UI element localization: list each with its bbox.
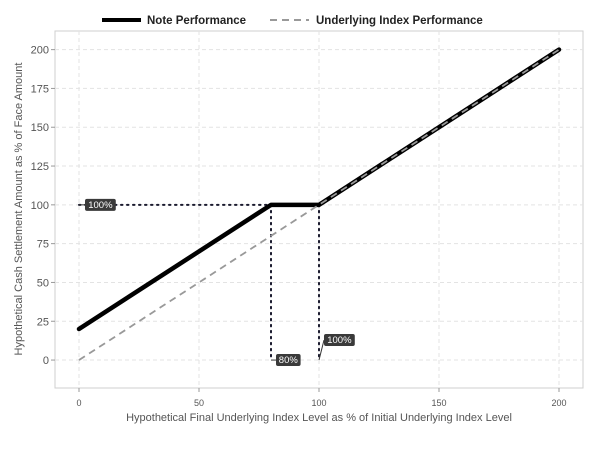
grid bbox=[55, 31, 583, 388]
y-tick-label-0: 0 bbox=[43, 355, 49, 367]
x-axis-title: Hypothetical Final Underlying Index Leve… bbox=[126, 412, 512, 424]
annotation-box-1 bbox=[276, 354, 301, 367]
y-tick-label-175: 175 bbox=[31, 83, 49, 95]
legend-label-underlying-index-performance: Underlying Index Performance bbox=[316, 15, 483, 27]
x-tick-label-200: 200 bbox=[551, 398, 566, 408]
x-tick-label-100: 100 bbox=[311, 398, 326, 408]
legend: Note Performance Underlying Index Perfor… bbox=[102, 15, 483, 27]
annotation-label-0: 100% bbox=[88, 200, 113, 211]
annotation-label-1: 80% bbox=[279, 355, 299, 366]
annotation-box-0 bbox=[85, 198, 116, 211]
y-axis-title: Hypothetical Cash Settlement Amount as %… bbox=[13, 63, 25, 356]
series-layer bbox=[76, 47, 562, 361]
y-tick-label-50: 50 bbox=[37, 277, 49, 289]
y-tick-label-75: 75 bbox=[37, 239, 49, 251]
x-tick-label-0: 0 bbox=[76, 398, 81, 408]
x-tick-label-150: 150 bbox=[431, 398, 446, 408]
series-line-note-performance bbox=[76, 47, 562, 332]
y-tick-label-125: 125 bbox=[31, 161, 49, 173]
annotation-box-2 bbox=[324, 334, 355, 347]
y-tick-label-200: 200 bbox=[31, 45, 49, 57]
y-tick-label-100: 100 bbox=[31, 200, 49, 212]
y-tick-label-150: 150 bbox=[31, 122, 49, 134]
annotations: 100% 80% 100% bbox=[79, 198, 355, 367]
axes: 0 25 50 75 100 125 150 175 200 0 50 100 150 200 bbox=[31, 45, 567, 408]
annotation-leader-2 bbox=[318, 339, 325, 361]
annotation-label-2: 100% bbox=[327, 335, 352, 346]
y-tick-label-25: 25 bbox=[37, 316, 49, 328]
x-tick-label-50: 50 bbox=[194, 398, 204, 408]
legend-label-note-performance: Note Performance bbox=[147, 15, 246, 27]
